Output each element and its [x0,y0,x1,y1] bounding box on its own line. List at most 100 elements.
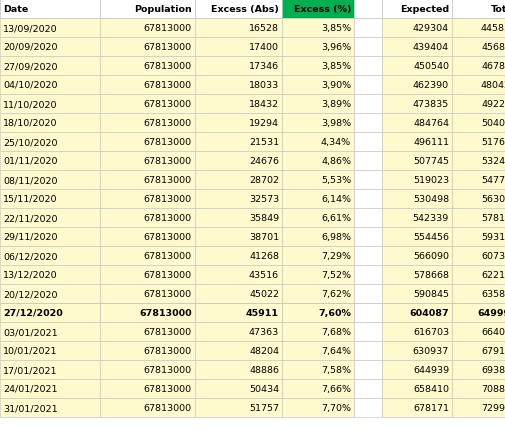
Text: 16528: 16528 [248,24,278,33]
Text: 3,96%: 3,96% [320,43,350,52]
Bar [354,227,381,246]
Text: 67813000: 67813000 [143,62,191,71]
Bar [451,76,505,95]
Bar [0,246,100,265]
Bar [100,322,194,341]
Bar [194,114,281,133]
Bar [100,171,194,190]
Text: 473835: 473835 [412,100,448,109]
Bar [451,265,505,284]
Text: 06/12/2020: 06/12/2020 [3,252,58,261]
Bar [451,19,505,38]
Text: 67813000: 67813000 [143,24,191,33]
Bar [354,379,381,398]
Text: 35849: 35849 [248,214,278,222]
Text: 24/01/2021: 24/01/2021 [3,384,58,393]
Bar [0,19,100,38]
Text: 17346: 17346 [248,62,278,71]
Text: 7,60%: 7,60% [318,308,350,317]
Bar [381,209,451,227]
Text: 67813000: 67813000 [139,308,191,317]
Bar [100,227,194,246]
Text: 17/01/2021: 17/01/2021 [3,365,58,374]
Bar [0,76,100,95]
Text: 480423: 480423 [480,81,505,90]
Bar [354,57,381,76]
Bar [100,114,194,133]
Text: 3,85%: 3,85% [320,24,350,33]
Text: 18432: 18432 [248,100,278,109]
Bar [100,133,194,152]
Text: Excess (%): Excess (%) [293,5,350,14]
Text: 67813000: 67813000 [143,289,191,298]
Bar [281,95,354,114]
Text: 7,29%: 7,29% [320,252,350,261]
Bar [354,265,381,284]
Bar [354,38,381,57]
Text: 47363: 47363 [248,327,278,336]
Text: 21531: 21531 [248,138,278,147]
Text: 67813000: 67813000 [143,138,191,147]
Bar [281,133,354,152]
Text: 622183: 622183 [480,270,505,280]
Text: 17400: 17400 [248,43,278,52]
Bar [381,190,451,209]
Bar [194,38,281,57]
Text: 43516: 43516 [248,270,278,280]
Bar [381,322,451,341]
Bar [281,190,354,209]
Bar [281,322,354,341]
Text: 22/11/2020: 22/11/2020 [3,214,58,222]
Text: 01/11/2020: 01/11/2020 [3,157,58,166]
Text: 19294: 19294 [248,119,278,128]
Bar [381,133,451,152]
Bar [0,360,100,379]
Bar [354,190,381,209]
Bar [281,246,354,265]
Text: 604087: 604087 [409,308,448,317]
Text: 08/11/2020: 08/11/2020 [3,175,58,184]
Bar [194,209,281,227]
Text: 67813000: 67813000 [143,327,191,336]
Text: 6,14%: 6,14% [320,194,350,203]
Text: 532421: 532421 [480,157,505,166]
Text: 13/09/2020: 13/09/2020 [3,24,58,33]
Text: 31/01/2021: 31/01/2021 [3,403,58,412]
Text: 450540: 450540 [412,62,448,71]
Bar [381,303,451,322]
Bar [354,209,381,227]
Text: 496111: 496111 [412,138,448,147]
Bar [0,322,100,341]
Bar [381,171,451,190]
Bar [194,76,281,95]
Text: 67813000: 67813000 [143,43,191,52]
Bar [100,209,194,227]
Bar [451,398,505,417]
Bar [281,379,354,398]
Bar [451,133,505,152]
Text: 7,52%: 7,52% [320,270,350,280]
Bar [100,76,194,95]
Text: 649997: 649997 [476,308,505,317]
Text: 7,62%: 7,62% [320,289,350,298]
Text: 3,98%: 3,98% [320,119,350,128]
Text: 462390: 462390 [412,81,448,90]
Text: 4,86%: 4,86% [320,157,350,166]
Bar [100,284,194,303]
Bar [381,284,451,303]
Bar [451,322,505,341]
Bar [451,284,505,303]
Text: 507745: 507745 [412,157,448,166]
Text: 28702: 28702 [248,175,278,184]
Bar [281,360,354,379]
Bar [100,360,194,379]
Bar [194,0,281,19]
Text: 67813000: 67813000 [143,214,191,222]
Bar [100,38,194,57]
Text: 467886: 467886 [480,62,505,71]
Bar [0,284,100,303]
Bar [381,227,451,246]
Bar [354,133,381,152]
Bar [451,0,505,19]
Bar [381,95,451,114]
